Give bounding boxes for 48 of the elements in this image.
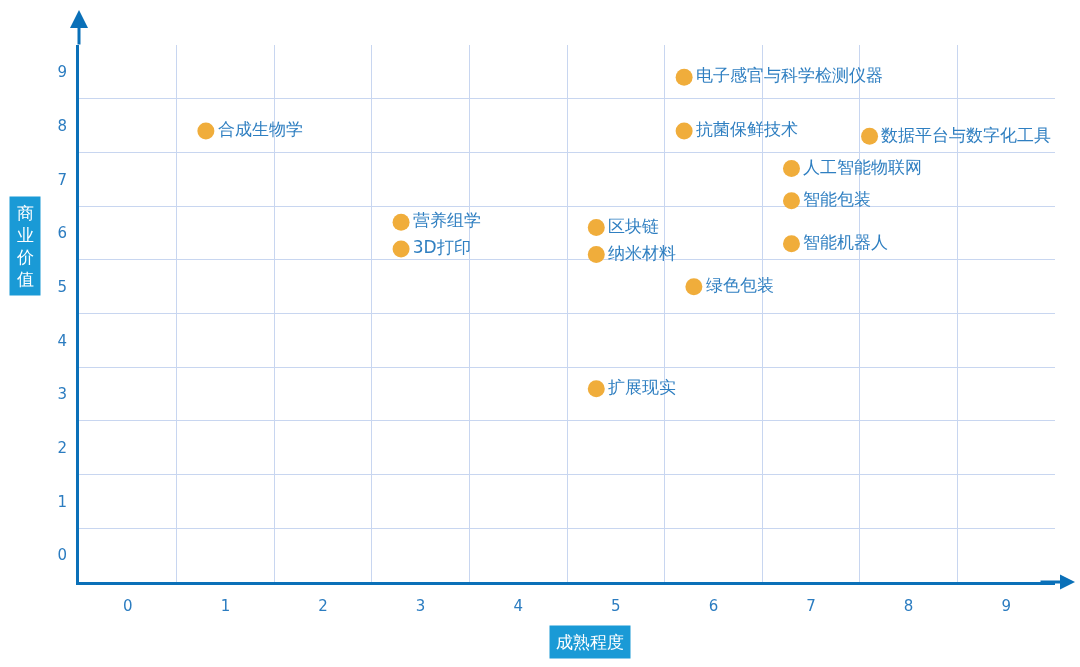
x-tick-label: 9 <box>1001 597 1011 615</box>
x-tick-label: 8 <box>903 597 914 615</box>
y-tick-label: 7 <box>57 170 67 189</box>
x-axis-title: 成熟程度 <box>556 632 624 652</box>
series-label: 智能机器人 <box>803 231 889 252</box>
point <box>675 122 693 140</box>
point <box>861 127 879 145</box>
point <box>782 160 800 177</box>
series-label: 绿色包装 <box>705 274 774 295</box>
y-tick-label: 6 <box>57 224 67 243</box>
series-label: 人工智能物联网 <box>803 156 923 177</box>
x-tick-label: 7 <box>806 597 816 615</box>
y-tick-label: 1 <box>57 492 67 511</box>
series-label: 营养组学 <box>412 210 481 231</box>
series-label: 数据平台与数字化工具 <box>881 124 1052 145</box>
point <box>685 278 703 296</box>
point <box>197 122 215 140</box>
point <box>392 240 410 258</box>
point <box>392 213 410 231</box>
y-tick-label: 4 <box>57 331 67 350</box>
point <box>675 68 693 86</box>
y-tick-label: 9 <box>57 63 67 82</box>
x-tick-label: 1 <box>220 597 231 615</box>
series-label: 3D打印 <box>412 237 471 258</box>
x-tick-label: 6 <box>708 597 719 615</box>
series-label: 扩展现实 <box>607 376 676 397</box>
point <box>782 192 800 210</box>
x-tick-label: 2 <box>318 597 328 615</box>
series-label: 区块链 <box>607 215 659 236</box>
y-axis-title: 商业价值 <box>16 203 34 290</box>
y-tick-label: 3 <box>57 385 67 404</box>
series-label: 合成生物学 <box>217 119 303 140</box>
point <box>587 219 605 237</box>
y-tick-label: 2 <box>57 439 67 457</box>
point <box>587 245 605 263</box>
series-label: 智能包装 <box>803 188 872 209</box>
y-tick-label: 8 <box>57 116 67 135</box>
x-tick-label: 4 <box>513 597 523 615</box>
series-label: 抗菌保鲜技术 <box>695 119 798 140</box>
x-tick-label: 3 <box>415 597 426 615</box>
point <box>782 235 800 253</box>
point <box>587 380 605 398</box>
y-tick-label: 5 <box>57 277 67 296</box>
x-tick-label: 0 <box>123 597 133 615</box>
x-tick-label: 5 <box>611 597 621 615</box>
series-label: 电子感官与科学检测仪器 <box>695 65 883 86</box>
y-tick-label: 0 <box>57 546 67 565</box>
series-label: 纳米材料 <box>607 242 676 263</box>
